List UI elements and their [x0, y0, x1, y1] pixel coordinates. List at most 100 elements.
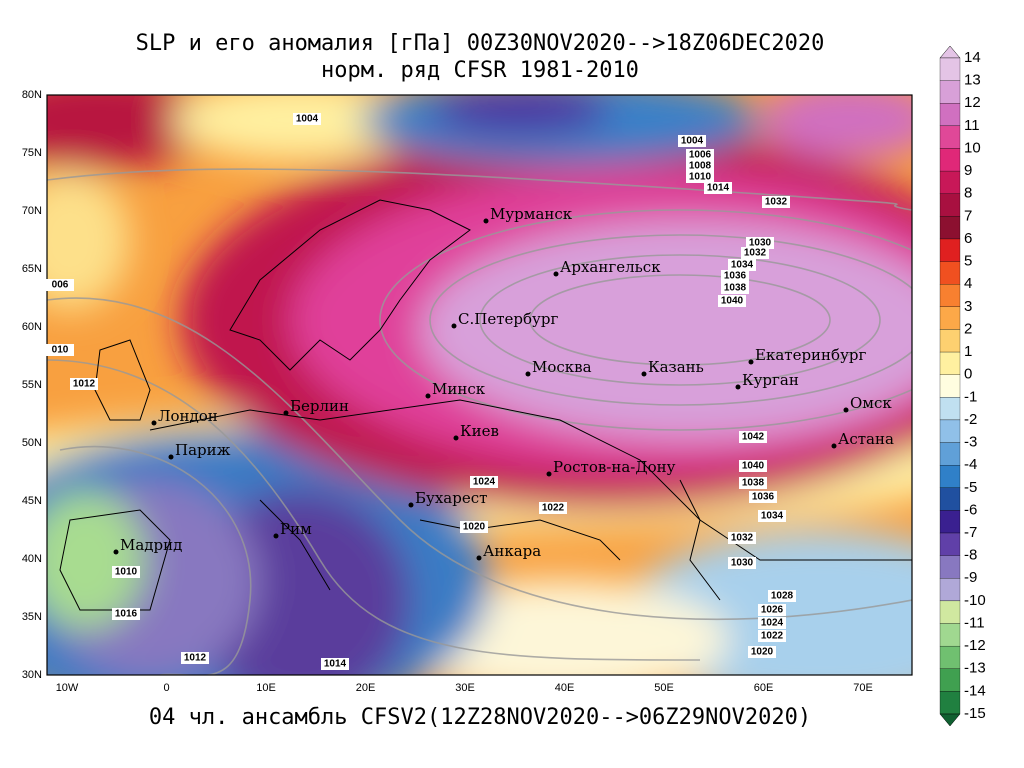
- colorbar-label: -12: [964, 637, 986, 654]
- colorbar-label: 6: [964, 230, 972, 247]
- city-label: Минск: [432, 380, 486, 398]
- lon-label: 60E: [754, 682, 774, 694]
- isobar-label: 1022: [542, 503, 565, 514]
- isobar-label: 1036: [752, 492, 775, 503]
- colorbar-label: -3: [964, 434, 977, 451]
- city-label: Рим: [280, 520, 312, 538]
- isobar-label: 1040: [742, 461, 765, 472]
- city-dot: [451, 323, 457, 329]
- city-dot: [453, 435, 459, 441]
- isobar-label-bg: [746, 237, 774, 249]
- colorbar-swatch: [939, 532, 961, 556]
- colorbar-swatch: [939, 238, 961, 262]
- lat-label: 80N: [22, 89, 42, 101]
- isobar-label-bg: [539, 502, 567, 514]
- colorbar-swatch: [939, 261, 961, 285]
- colorbar-label: 14: [964, 49, 981, 66]
- colorbar-swatch: [939, 329, 961, 353]
- colorbar-label: -15: [964, 705, 986, 722]
- city-dot: [553, 271, 559, 277]
- anomaly-field: [47, 95, 912, 675]
- isobar-label: 1034: [761, 511, 784, 522]
- isobar-label: 006: [52, 280, 69, 291]
- city-dot: [283, 410, 289, 416]
- colorbar-swatch: [939, 645, 961, 669]
- isobar-label: 1040: [721, 296, 744, 307]
- isobar-label-bg: [728, 557, 756, 569]
- lat-label: 50N: [22, 437, 42, 449]
- colorbar-label: 12: [964, 94, 981, 111]
- city-dot: [525, 371, 531, 377]
- colorbar-label: -5: [964, 479, 977, 496]
- isobar-label: 1020: [751, 647, 774, 658]
- city-label: Архангельск: [560, 258, 661, 276]
- isobar-label: 1012: [184, 653, 207, 664]
- isobar-label-bg: [686, 149, 714, 161]
- colorbar-swatch: [939, 284, 961, 307]
- isobar-label-bg: [181, 652, 209, 664]
- city-label: Курган: [742, 371, 799, 389]
- colorbar-swatch: [939, 442, 961, 466]
- city-dot: [151, 420, 157, 426]
- title-line-2: норм. ряд CFSR 1981-2010: [321, 58, 639, 83]
- isobar-label: 1004: [681, 136, 704, 147]
- colorbar-label: 4: [964, 275, 972, 292]
- colorbar-swatch: [939, 578, 961, 602]
- isobar-label-bg: [758, 604, 786, 616]
- city-label: Астана: [838, 430, 894, 448]
- city-label: С.Петербург: [458, 310, 558, 328]
- isobar-label-bg: [728, 532, 756, 544]
- city-dot: [748, 359, 754, 365]
- city-label: Омск: [850, 394, 892, 412]
- city-dot: [483, 218, 489, 224]
- isobar-label: 1010: [689, 172, 712, 183]
- isobar-label-bg: [739, 477, 767, 489]
- colorbar-swatch: [939, 419, 961, 443]
- colorbar-label: -8: [964, 547, 977, 564]
- isobar-label: 1024: [473, 477, 496, 488]
- city-label: Бухарест: [415, 489, 487, 507]
- city-dot: [273, 533, 279, 539]
- colorbar-swatch: [939, 623, 961, 647]
- isobar-label: 1006: [689, 150, 712, 161]
- colorbar-swatch: [939, 193, 961, 217]
- lon-label: 50E: [654, 682, 674, 694]
- isobar-label-bg: [758, 630, 786, 642]
- isobar-label-bg: [768, 590, 796, 602]
- colorbar-label: 5: [964, 253, 972, 270]
- city-label: Берлин: [290, 397, 349, 415]
- colorbar-arrow: [939, 45, 961, 59]
- colorbar-label: 0: [964, 366, 972, 383]
- isobar-label-bg: [762, 196, 790, 208]
- colorbar-label: 8: [964, 185, 972, 202]
- isobar-label: 1038: [742, 478, 765, 489]
- lat-label: 35N: [22, 611, 42, 623]
- isobar-label: 1030: [749, 238, 772, 249]
- isobar-label: 1008: [689, 161, 712, 172]
- colorbar-label: 10: [964, 139, 981, 156]
- lon-label: 30E: [455, 682, 475, 694]
- colorbar-swatch: [939, 487, 961, 511]
- isobar-label: 1014: [324, 659, 347, 670]
- colorbar-swatch: [939, 57, 961, 81]
- isobar-label-bg: [293, 113, 321, 125]
- colorbar-label: 3: [964, 298, 972, 315]
- map-frame: [46, 94, 913, 676]
- isobar-label: 1028: [771, 591, 794, 602]
- title-line-1: SLP и его аномалия [гПа] 00Z30NOV2020-->…: [136, 31, 825, 56]
- isobar-label: 1032: [765, 197, 788, 208]
- lon-label: 0: [163, 682, 169, 694]
- isobar-label: 1026: [761, 605, 784, 616]
- isobar-label-bg: [748, 646, 776, 658]
- isobar-label: 1004: [296, 114, 319, 125]
- isobar-label-bg: [112, 608, 140, 620]
- isobar-label: 1012: [73, 379, 96, 390]
- lon-label: 70E: [853, 682, 873, 694]
- isobar-label-bg: [686, 160, 714, 172]
- colorbar-swatch: [939, 80, 961, 104]
- city-label: Киев: [460, 422, 499, 440]
- isobar-label-bg: [728, 259, 756, 271]
- isobar-label: 1038: [724, 283, 747, 294]
- isobar-label-bg: [758, 510, 786, 522]
